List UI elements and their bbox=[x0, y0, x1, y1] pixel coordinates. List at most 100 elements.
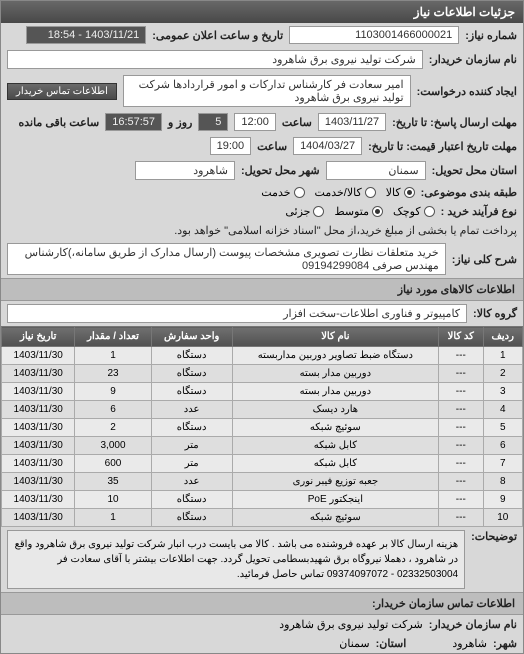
pack-opt-2[interactable]: خدمت bbox=[261, 186, 304, 199]
table-cell: کابل شبکه bbox=[232, 455, 439, 473]
row-org: نام سازمان خریدار: شرکت تولید نیروی برق … bbox=[1, 615, 523, 634]
row-pack: طبقه بندی موضوعی: کالا کالا/خدمت خدمت bbox=[1, 183, 523, 202]
proc-radio-group: کوچک متوسط جزئی bbox=[285, 205, 434, 218]
table-cell: --- bbox=[439, 509, 483, 527]
row-deadline: مهلت ارسال پاسخ: تا تاریخ: 1403/11/27 سا… bbox=[1, 110, 523, 134]
radio-icon bbox=[372, 206, 383, 217]
table-cell: --- bbox=[439, 383, 483, 401]
col-0: ردیف bbox=[483, 327, 523, 347]
table-cell: 600 bbox=[75, 455, 151, 473]
buyer-label: نام سازمان خریدار: bbox=[429, 53, 517, 66]
col-5: تاریخ نیاز bbox=[2, 327, 75, 347]
table-cell: 1403/11/30 bbox=[2, 473, 75, 491]
panel-title: جزئیات اطلاعات نیاز bbox=[1, 1, 523, 23]
days-label: روز و bbox=[168, 116, 192, 129]
table-cell: جعبه توزیع فیبر نوری bbox=[232, 473, 439, 491]
table-cell: --- bbox=[439, 365, 483, 383]
table-cell: اینجکتور PoE bbox=[232, 491, 439, 509]
contact-button[interactable]: اطلاعات تماس خریدار bbox=[7, 83, 117, 100]
validity-date: 1404/03/27 bbox=[293, 137, 362, 155]
deadline-time: 12:00 bbox=[234, 113, 276, 131]
table-cell: دستگاه bbox=[151, 347, 232, 365]
table-cell: 5 bbox=[483, 419, 523, 437]
table-cell: عدد bbox=[151, 401, 232, 419]
table-cell: 2 bbox=[75, 419, 151, 437]
table-cell: کابل شبکه bbox=[232, 437, 439, 455]
table-cell: دستگاه bbox=[151, 509, 232, 527]
city2-value: شاهرود bbox=[452, 637, 487, 650]
table-cell: هارد دیسک bbox=[232, 401, 439, 419]
table-cell: دستگاه ضبط تصاویر دوربین مداربسته bbox=[232, 347, 439, 365]
table-cell: 1403/11/30 bbox=[2, 437, 75, 455]
table-cell: عدد bbox=[151, 473, 232, 491]
table-header-row: ردیف کد کالا نام کالا واحد سفارش تعداد /… bbox=[2, 327, 523, 347]
proc-opt-0[interactable]: کوچک bbox=[393, 205, 435, 218]
table-cell: 1403/11/30 bbox=[2, 365, 75, 383]
table-cell: --- bbox=[439, 419, 483, 437]
goods-table: ردیف کد کالا نام کالا واحد سفارش تعداد /… bbox=[1, 326, 523, 527]
table-cell: دوربین مدار بسته bbox=[232, 365, 439, 383]
table-cell: 10 bbox=[483, 509, 523, 527]
validity-label: مهلت تاریخ اعتبار قیمت: تا تاریخ: bbox=[368, 140, 517, 153]
table-cell: 8 bbox=[483, 473, 523, 491]
pack-opt-1[interactable]: کالا/خدمت bbox=[315, 186, 376, 199]
table-cell: 4 bbox=[483, 401, 523, 419]
table-cell: دستگاه bbox=[151, 383, 232, 401]
table-cell: 9 bbox=[75, 383, 151, 401]
table-row: 1---دستگاه ضبط تصاویر دوربین مداربستهدست… bbox=[2, 347, 523, 365]
req-no-label: شماره نیاز: bbox=[465, 29, 517, 42]
proc-opt-1[interactable]: متوسط bbox=[334, 205, 383, 218]
group-field: کامپیوتر و فناوری اطلاعات-سخت افزار bbox=[7, 304, 467, 323]
city2-label: شهر: bbox=[493, 637, 517, 650]
table-cell: 1403/11/30 bbox=[2, 455, 75, 473]
table-cell: 3,000 bbox=[75, 437, 151, 455]
remain-field: 16:57:57 bbox=[105, 113, 162, 131]
group-label: گروه کالا: bbox=[473, 307, 517, 320]
requester-field: امیر سعادت فر کارشناس تدارکات و امور قرا… bbox=[123, 75, 411, 107]
desc-field: خرید متعلقات نظارت تصویری مشخصات پیوست (… bbox=[7, 243, 446, 275]
radio-icon bbox=[294, 187, 305, 198]
table-cell: 3 bbox=[483, 383, 523, 401]
table-cell: متر bbox=[151, 437, 232, 455]
req-no-field: 1103001466000021 bbox=[289, 26, 459, 44]
requester-label: ایجاد کننده درخواست: bbox=[417, 85, 517, 98]
pack-opt-0[interactable]: کالا bbox=[386, 186, 415, 199]
table-row: 9---اینجکتور PoEدستگاه101403/11/30 bbox=[2, 491, 523, 509]
remain-label: ساعت باقی مانده bbox=[18, 116, 99, 129]
table-cell: 2 bbox=[483, 365, 523, 383]
table-cell: دستگاه bbox=[151, 491, 232, 509]
note-box: هزینه ارسال کالا بر عهده فروشنده می باشد… bbox=[7, 530, 465, 589]
validity-time: 19:00 bbox=[210, 137, 252, 155]
city-field: شاهرود bbox=[135, 161, 235, 180]
pack-opt-0-label: کالا bbox=[386, 186, 401, 199]
table-cell: 1 bbox=[75, 509, 151, 527]
col-2: نام کالا bbox=[232, 327, 439, 347]
proc-opt-0-label: کوچک bbox=[393, 205, 421, 218]
table-cell: دوربین مدار بسته bbox=[232, 383, 439, 401]
time-label-2: ساعت bbox=[257, 140, 287, 153]
proc-opt-2[interactable]: جزئی bbox=[285, 205, 324, 218]
table-row: 8---جعبه توزیع فیبر نوریعدد351403/11/30 bbox=[2, 473, 523, 491]
table-row: 2---دوربین مدار بستهدستگاه231403/11/30 bbox=[2, 365, 523, 383]
table-cell: دستگاه bbox=[151, 419, 232, 437]
table-cell: --- bbox=[439, 455, 483, 473]
table-cell: --- bbox=[439, 473, 483, 491]
proc-label: نوع فرآیند خرید : bbox=[441, 205, 517, 218]
note-label: توضیحات: bbox=[471, 530, 517, 543]
goods-section-title: اطلاعات کالاهای مورد نیاز bbox=[1, 278, 523, 301]
table-cell: دستگاه bbox=[151, 365, 232, 383]
table-cell: متر bbox=[151, 455, 232, 473]
announce-field: 1403/11/21 - 18:54 bbox=[26, 26, 146, 44]
pack-opt-1-label: کالا/خدمت bbox=[315, 186, 362, 199]
city-label: شهر محل تحویل: bbox=[241, 164, 320, 177]
table-row: 7---کابل شبکهمتر6001403/11/30 bbox=[2, 455, 523, 473]
province2-value: سمنان bbox=[339, 637, 369, 650]
radio-icon bbox=[404, 187, 415, 198]
row-buyer: نام سازمان خریدار: شرکت تولید نیروی برق … bbox=[1, 47, 523, 72]
details-panel: جزئیات اطلاعات نیاز شماره نیاز: 11030014… bbox=[0, 0, 524, 654]
col-1: کد کالا bbox=[439, 327, 483, 347]
table-cell: 1403/11/30 bbox=[2, 383, 75, 401]
desc-label: شرح کلی نیاز: bbox=[452, 253, 517, 266]
time-label-1: ساعت bbox=[282, 116, 312, 129]
contact-section-title: اطلاعات تماس سازمان خریدار: bbox=[1, 592, 523, 615]
